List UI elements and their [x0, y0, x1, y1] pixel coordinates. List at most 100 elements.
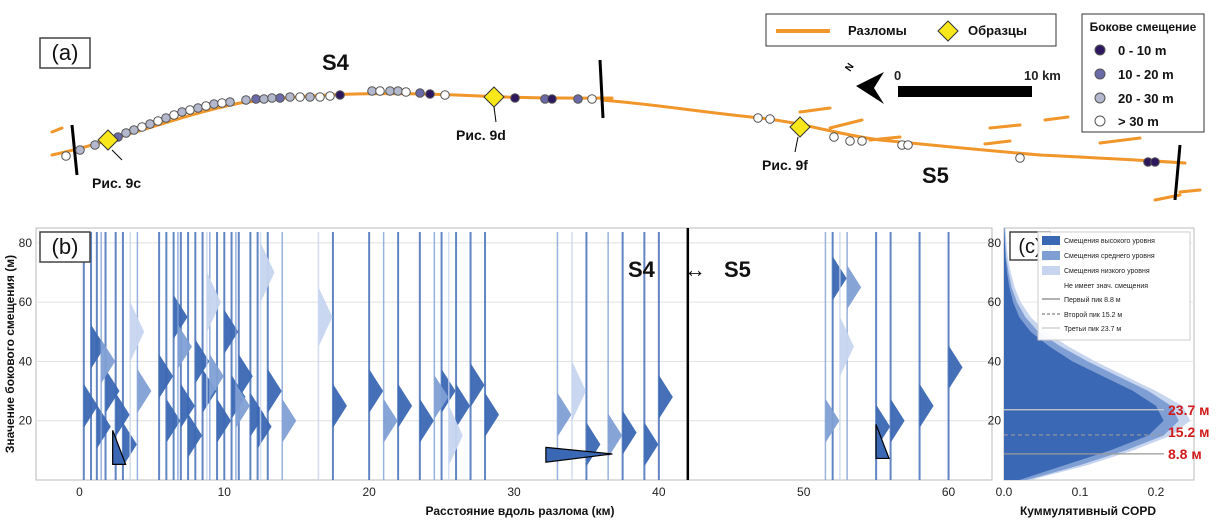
fault-splay-1 — [798, 106, 832, 114]
panel-c-yticks: 20 40 60 80 — [988, 236, 1002, 428]
offset-marker — [1015, 153, 1025, 163]
legend-class1-label: 0 - 10 m — [1118, 43, 1166, 58]
legend-class4-swatch — [1094, 115, 1106, 127]
sample-label-9f: Рис. 9f — [762, 157, 808, 173]
offset-marker — [587, 94, 597, 104]
panel-a-label-box — [39, 37, 91, 69]
b-offset-peak — [448, 405, 463, 466]
offset-marker — [753, 113, 763, 123]
c-ytick-label: 40 — [988, 354, 1002, 368]
offset-marker — [121, 128, 131, 138]
legend-fault-label: Разломы — [848, 23, 907, 38]
b-offset-peak — [485, 392, 500, 437]
panel-c-legend-box — [1037, 231, 1191, 341]
offset-marker — [325, 91, 335, 101]
sample-marker-9d — [483, 86, 505, 108]
b-offset-peak — [130, 301, 145, 362]
fault-splay-2 — [828, 118, 864, 130]
offset-marker — [193, 103, 203, 113]
legend-c-peak3: Третьи пик 23.7 м — [1064, 326, 1121, 333]
b-xtick-label: 0 — [76, 485, 83, 499]
b-xtick-label: 10 — [218, 485, 232, 499]
c-xtick-label: 0.1 — [1072, 485, 1089, 499]
offset-marker — [201, 101, 211, 111]
panel-b: 20 40 60 80 0 10 20 30 40 50 60 (b) S4 ↔ S5 Значе… — [3, 227, 993, 518]
offset-marker — [241, 95, 251, 105]
fault-splay-3 — [868, 135, 902, 142]
sample-marker-9c — [97, 129, 119, 151]
legend-main: Разломы Образцы — [765, 13, 1057, 47]
panel-b-label: (b) — [52, 234, 79, 259]
panel-a-label: (a) — [52, 40, 79, 65]
offset-marker — [1150, 157, 1160, 167]
fault-s4-west-stub — [50, 126, 64, 134]
north-arrow: N — [843, 61, 884, 104]
legend-c-low: Смещения низкого уровня — [1064, 268, 1150, 275]
b-offset-peak — [644, 422, 659, 467]
b-highlight-peak — [112, 430, 127, 465]
b-offset-peak — [383, 398, 398, 443]
offset-marker — [129, 125, 139, 135]
peak-label-8-8: 8.8 м — [1168, 446, 1202, 462]
offset-marker — [425, 89, 435, 99]
b-offset-peak — [105, 369, 120, 414]
b-offset-peak — [658, 374, 673, 419]
b-highlight-peak — [545, 446, 613, 463]
b-xtick-label: 30 — [507, 485, 521, 499]
offset-marker — [295, 92, 305, 102]
samples: Рис. 9c Рис. 9d Рис. 9f — [92, 86, 811, 191]
b-offset-peak — [825, 398, 840, 443]
legend-class2-label: 10 - 20 m — [1118, 67, 1174, 82]
b-offset-peak — [571, 361, 586, 422]
offset-marker — [393, 86, 403, 96]
fault-splay-7 — [1098, 136, 1142, 145]
offset-marker — [829, 132, 839, 142]
segment-arrow-right: S5 — [724, 257, 751, 282]
legend-c-peak2: Второй пик 15.2 м — [1064, 311, 1122, 319]
fault-splay-4 — [983, 139, 1012, 146]
b-xtick-label: 20 — [362, 485, 376, 499]
scale-bar-rect — [898, 86, 1032, 97]
offset-marker — [367, 86, 377, 96]
b-offset-peak — [318, 286, 333, 347]
offset-marker — [401, 87, 411, 97]
fault-s4-main — [50, 92, 614, 157]
offset-marker — [177, 107, 187, 117]
offset-marker — [90, 140, 100, 150]
legend-class4-label: > 30 m — [1118, 114, 1159, 129]
peak-label-23-7: 23.7 м — [1168, 402, 1210, 418]
b-offset-peak — [369, 369, 384, 414]
offset-marker — [75, 145, 85, 155]
b-offset-peak — [282, 398, 297, 443]
b-offset-peak — [419, 398, 434, 443]
sample-label-9d: Рис. 9d — [456, 127, 506, 143]
offset-marker — [251, 94, 261, 104]
offset-marker — [217, 98, 227, 108]
panel-c-legend: Смещения высокого уровня Смещения средне… — [1037, 231, 1191, 341]
panel-c: 20 40 60 80 0.0 0.1 0.2 (c) Смещения высокого… — [988, 227, 1210, 518]
offset-marker — [153, 116, 163, 126]
fault-splay-5 — [988, 123, 1022, 130]
offset-marker — [845, 136, 855, 146]
sample-label-9c: Рис. 9c — [92, 175, 141, 191]
offset-marker — [275, 93, 285, 103]
arrow-9f — [794, 136, 799, 153]
scale-start: 0 — [894, 68, 901, 83]
offset-marker — [903, 140, 913, 150]
legend-c-high: Смещения высокого уровня — [1064, 238, 1155, 245]
b-offset-peak — [177, 324, 192, 369]
b-xtick-label: 60 — [942, 485, 956, 499]
legend-sample-swatch — [937, 20, 959, 42]
b-offset-peak — [890, 398, 905, 443]
b-offset-peak — [91, 324, 106, 369]
c-ytick-label: 20 — [988, 414, 1002, 428]
offset-marker — [305, 92, 315, 102]
segment-boundary-s4-s5 — [598, 59, 605, 119]
b-offset-peak — [235, 383, 250, 428]
panel-c-xticks: 0.0 0.1 0.2 — [996, 485, 1165, 499]
panel-c-label: (c) — [1018, 236, 1041, 258]
b-xtick-label: 50 — [797, 485, 811, 499]
panel-c-xlabel: Куммулятивный COPD — [1020, 504, 1156, 518]
b-offset-peak — [206, 272, 221, 333]
